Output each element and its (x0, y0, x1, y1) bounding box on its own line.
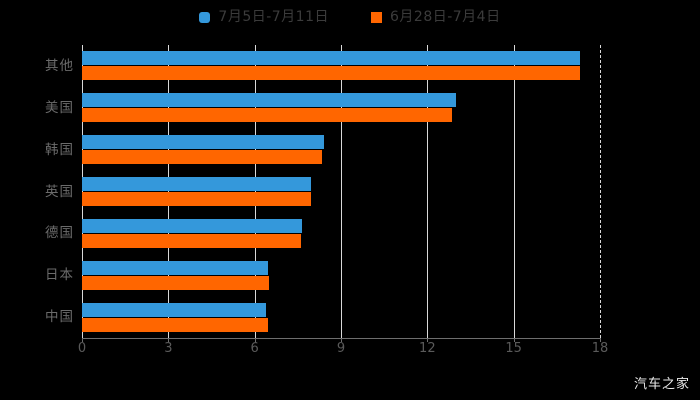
bar-group (82, 51, 600, 81)
tick-mark-15 (513, 338, 515, 342)
bar-其他-series-0[interactable] (82, 51, 580, 66)
plot-area (82, 45, 601, 338)
x-axis-tick-12: 12 (419, 341, 436, 356)
gridline-3 (168, 45, 170, 338)
bar-中国-series-1[interactable] (82, 317, 268, 332)
tick-mark-6 (254, 338, 256, 342)
chart-legend: 7月5日-7月11日 6月28日-7月4日 (0, 6, 700, 28)
bar-其他-series-1[interactable] (82, 66, 580, 81)
bar-group (82, 135, 600, 165)
x-axis-tick-0: 0 (77, 341, 87, 356)
bar-中国-series-0[interactable] (82, 302, 267, 317)
gridline-6 (254, 45, 256, 338)
bar-group (82, 218, 600, 248)
y-axis-label-英国: 英国 (45, 183, 74, 200)
x-axis-tick-6: 6 (250, 341, 259, 356)
gridline-0 (82, 45, 83, 338)
y-axis-label-韩国: 韩国 (45, 141, 74, 158)
bar-group (82, 260, 600, 290)
bar-英国-series-0[interactable] (82, 177, 311, 191)
bar-美国-series-0[interactable] (82, 93, 457, 108)
y-axis-label-德国: 德国 (45, 225, 74, 242)
bar-group (82, 302, 600, 332)
legend-swatch-orange-icon (371, 11, 382, 23)
y-axis-labels: 其他美国韩国英国德国日本中国 (0, 45, 74, 338)
y-axis-label-其他: 其他 (45, 57, 74, 74)
tick-mark-12 (427, 338, 429, 342)
gridline-18 (600, 45, 601, 338)
legend-item-series-0[interactable]: 7月5日-7月11日 (199, 10, 329, 24)
gridline-9 (341, 45, 342, 338)
tick-mark-0 (82, 338, 83, 342)
y-axis-label-中国: 中国 (45, 309, 74, 326)
x-axis-tick-3: 3 (164, 341, 173, 356)
bar-美国-series-1[interactable] (82, 108, 452, 123)
bar-德国-series-1[interactable] (82, 233, 301, 248)
watermark: 汽车之家 (633, 377, 690, 392)
tick-mark-18 (600, 338, 601, 342)
bar-韩国-series-1[interactable] (82, 150, 323, 165)
bar-group (82, 177, 600, 206)
x-axis-tick-labels: 0 3 6 9 12 15 18 (0, 341, 700, 361)
legend-item-series-1[interactable]: 6月28日-7月4日 (371, 10, 501, 24)
legend-label-series-1: 6月28日-7月4日 (390, 9, 501, 25)
bar-日本-series-0[interactable] (82, 260, 268, 275)
y-axis-label-美国: 美国 (45, 99, 74, 116)
x-axis-tick-18: 18 (591, 341, 609, 356)
x-axis-tick-15: 15 (505, 341, 522, 356)
bar-英国-series-1[interactable] (82, 192, 311, 206)
gridline-12 (427, 45, 429, 338)
tick-mark-9 (341, 338, 342, 342)
bar-日本-series-1[interactable] (82, 275, 270, 290)
x-axis-tick-9: 9 (336, 341, 346, 356)
gridline-15 (513, 45, 515, 338)
tick-mark-3 (168, 338, 170, 342)
bar-德国-series-0[interactable] (82, 218, 303, 233)
bar-group (82, 93, 600, 123)
legend-swatch-blue-icon (199, 11, 211, 23)
bar-韩国-series-0[interactable] (82, 135, 324, 150)
y-axis-label-日本: 日本 (45, 267, 74, 284)
legend-label-series-0: 7月5日-7月11日 (218, 9, 329, 25)
